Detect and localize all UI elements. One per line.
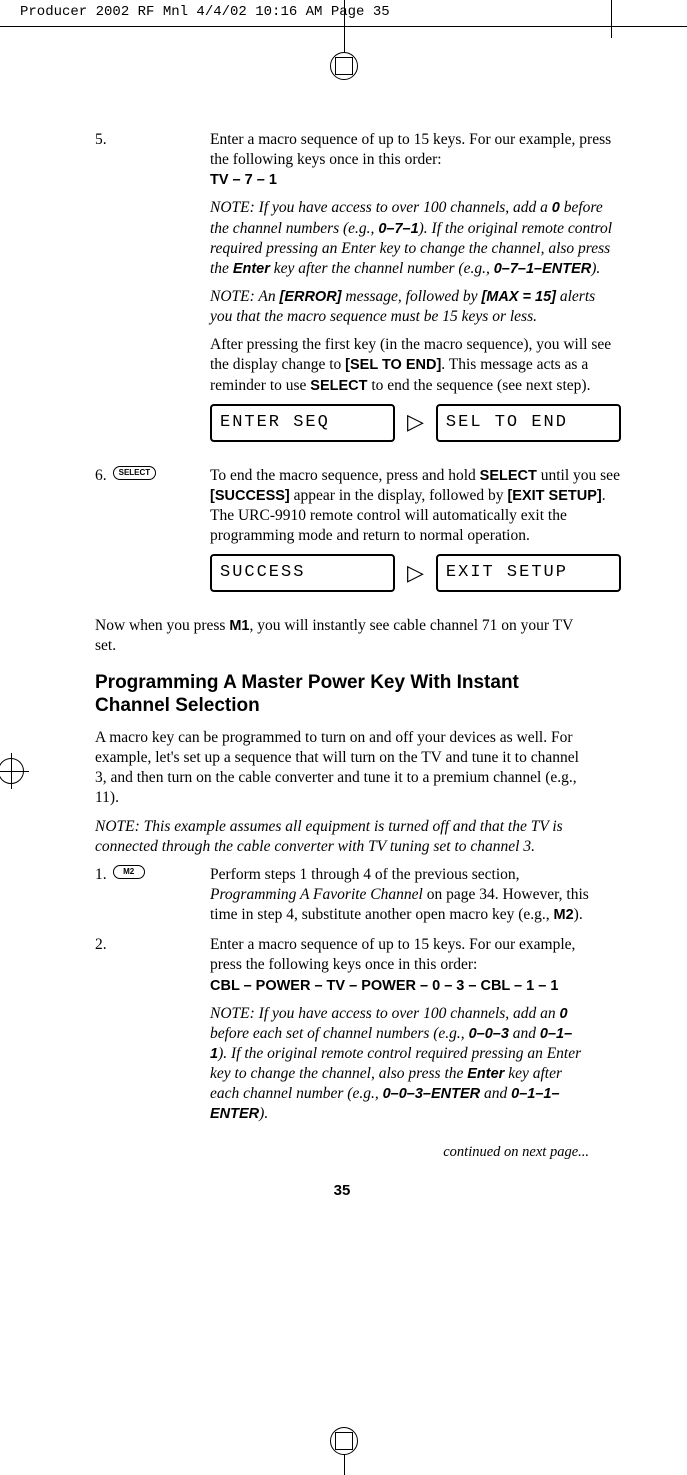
crop-line <box>611 0 612 38</box>
after-step6: Now when you press M1, you will instantl… <box>95 616 589 656</box>
lcd-display: EXIT SETUP <box>436 554 621 592</box>
lcd-display: SUCCESS <box>210 554 395 592</box>
step-number: 2. <box>95 935 210 1132</box>
step-number: 1. <box>95 865 107 885</box>
step-number: 5. <box>95 130 210 456</box>
lcd-display: SEL TO END <box>436 404 621 442</box>
step2b-keys: CBL – POWER – TV – POWER – 0 – 3 – CBL –… <box>210 978 558 994</box>
arrow-icon: ▷ <box>407 559 424 588</box>
step2b-intro: Enter a macro sequence of up to 15 keys.… <box>210 936 575 973</box>
lcd-display: ENTER SEQ <box>210 404 395 442</box>
step-number: 6. <box>95 466 107 486</box>
lcd-row: ENTER SEQ ▷ SEL TO END <box>210 404 621 442</box>
section-title: Programming A Master Power Key With Inst… <box>95 671 589 719</box>
section-intro: A macro key can be programmed to turn on… <box>95 728 589 809</box>
lcd-row: SUCCESS ▷ EXIT SETUP <box>210 554 621 592</box>
registration-mark <box>0 758 24 784</box>
crop-square <box>335 1432 353 1450</box>
step1b-text: Perform steps 1 through 4 of the previou… <box>210 865 589 925</box>
m2-key-icon: M2 <box>113 865 145 879</box>
step5-intro: Enter a macro sequence of up to 15 keys.… <box>210 131 611 168</box>
continued-text: continued on next page... <box>95 1143 589 1162</box>
step6-text: To end the macro sequence, press and hol… <box>210 467 620 544</box>
arrow-icon: ▷ <box>407 408 424 437</box>
section-note: NOTE: This example assumes all equipment… <box>95 817 589 857</box>
step2b-note: NOTE: If you have access to over 100 cha… <box>210 1004 589 1125</box>
step5-para: After pressing the first key (in the mac… <box>210 335 621 395</box>
step5-keys: TV – 7 – 1 <box>210 172 277 188</box>
step5-note2: NOTE: An [ERROR] message, followed by [M… <box>210 287 621 327</box>
select-key-icon: SELECT <box>113 466 157 480</box>
page-number: 35 <box>95 1181 589 1201</box>
step5-note1: NOTE: If you have access to over 100 cha… <box>210 198 621 279</box>
crop-square <box>335 57 353 75</box>
